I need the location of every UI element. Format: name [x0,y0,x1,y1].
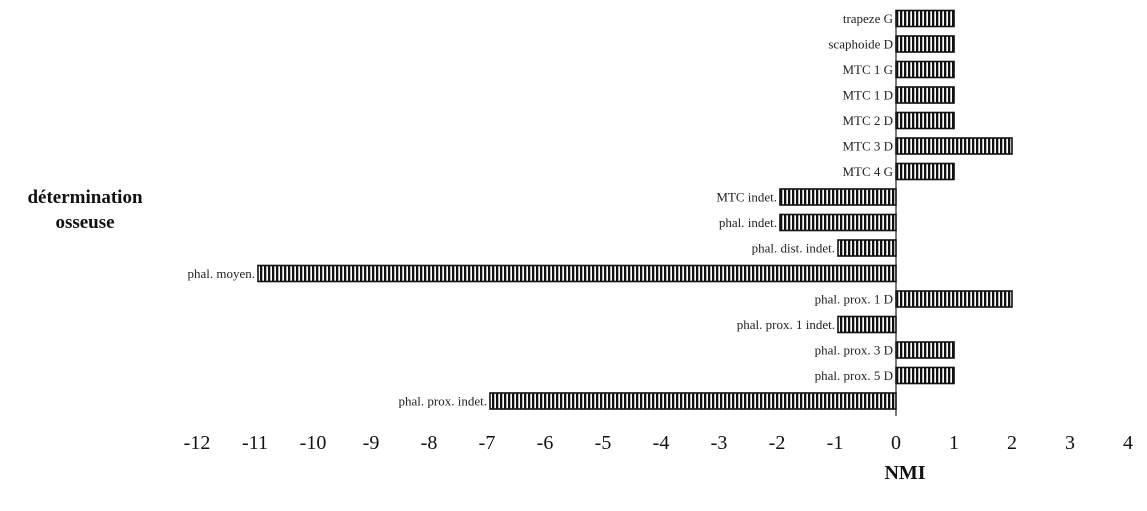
x-tick-label-8: -4 [653,432,670,454]
bar-7 [779,188,897,206]
bar-2 [895,60,955,79]
category-label-14: phal. prox. 5 D [815,368,893,383]
category-label-12: phal. prox. 1 indet. [737,317,835,332]
y-axis-title-line-1: détermination [27,187,143,208]
category-label-2: MTC 1 G [842,62,893,77]
category-label-0: trapeze G [843,11,893,26]
x-tick-label-13: 1 [949,432,959,454]
bar-8 [779,213,897,232]
bar-11 [895,290,1013,308]
category-label-3: MTC 1 D [842,88,893,103]
bar-4 [895,111,955,130]
bar-6 [895,162,955,181]
x-tick-label-14: 2 [1007,432,1017,454]
bar-15 [489,392,897,410]
bars [257,9,1013,410]
x-tick-label-7: -5 [595,432,612,454]
x-tick-label-3: -9 [363,432,380,454]
x-tick-label-10: -2 [769,432,786,454]
x-tick-label-11: -1 [827,432,844,454]
x-tick-label-15: 3 [1065,432,1075,454]
x-axis-title: NMI [884,462,926,484]
x-tick-label-5: -7 [479,432,496,454]
category-label-15: phal. prox. indet. [399,394,487,409]
bar-12 [837,315,897,334]
x-tick-label-2: -10 [300,432,327,454]
x-tick-label-9: -3 [711,432,728,454]
category-label-8: phal. indet. [719,215,777,230]
bar-13 [895,341,955,359]
x-tick-label-0: -12 [184,432,211,454]
bar-10 [257,264,897,283]
bar-9 [837,239,897,257]
x-tick-label-1: -11 [242,432,268,454]
category-label-13: phal. prox. 3 D [815,343,893,358]
bar-14 [895,366,955,385]
bar-5 [895,137,1013,155]
y-axis-title: détermination osseuse [0,185,170,235]
category-label-7: MTC indet. [716,190,777,205]
x-tick-label-6: -6 [537,432,554,454]
category-label-11: phal. prox. 1 D [815,292,893,307]
category-label-10: phal. moyen. [187,266,255,281]
x-tick-label-16: 4 [1123,432,1133,454]
bar-3 [895,86,955,104]
category-label-6: MTC 4 G [842,164,893,179]
category-label-5: MTC 3 D [842,139,893,154]
y-axis-title-line-2: osseuse [55,212,115,233]
x-tick-labels: -12 -11 -10 -9 -8 -7 -6 -5 -4 -3 -2 -1 0 1 2 3 4 [184,432,1133,454]
category-label-1: scaphoide D [828,37,893,52]
category-label-9: phal. dist. indet. [752,241,835,256]
bar-1 [895,35,955,53]
category-labels: trapeze G scaphoide D MTC 1 G MTC 1 D MTC 2 … [187,11,893,409]
bar-0 [895,9,955,28]
x-tick-label-4: -8 [421,432,438,454]
x-tick-label-12: 0 [891,432,901,454]
category-label-4: MTC 2 D [842,113,893,128]
